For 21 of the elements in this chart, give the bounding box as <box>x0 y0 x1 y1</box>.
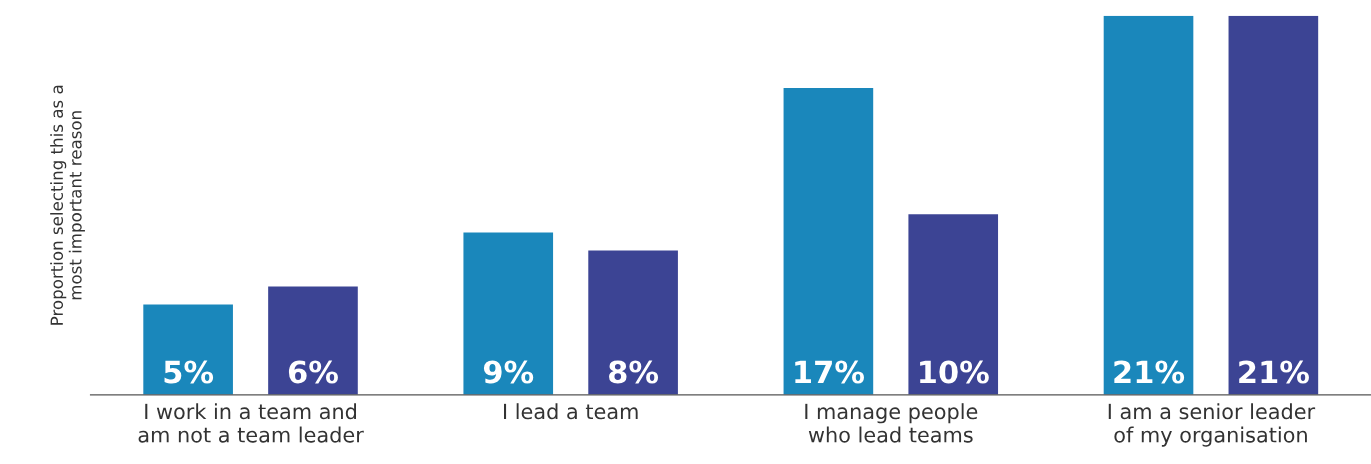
data-label: 21% <box>1114 360 1185 384</box>
data-label: 9% <box>483 360 534 384</box>
bar <box>908 214 999 395</box>
x-tick-label: I manage people who lead teams <box>805 403 978 443</box>
y-axis-title: Proportion selecting this as a most important reason <box>50 85 85 325</box>
x-tick-label: I work in a team and am not a team leader <box>138 403 364 443</box>
data-label: 21% <box>1239 360 1309 384</box>
data-label: 17% <box>795 360 864 384</box>
x-tick-label: I am a senior leader of my organisation <box>1108 403 1316 447</box>
bar <box>1228 15 1319 395</box>
bar <box>463 232 554 395</box>
data-label: 6% <box>288 360 338 384</box>
bar <box>588 250 678 395</box>
data-label: 10% <box>920 360 989 384</box>
bar <box>143 304 233 395</box>
data-label: 5% <box>164 360 214 384</box>
x-tick-label: I lead a team <box>504 403 638 420</box>
bar <box>268 286 358 395</box>
bar <box>1103 15 1194 395</box>
bar <box>783 87 874 395</box>
data-label: 8% <box>609 360 659 384</box>
